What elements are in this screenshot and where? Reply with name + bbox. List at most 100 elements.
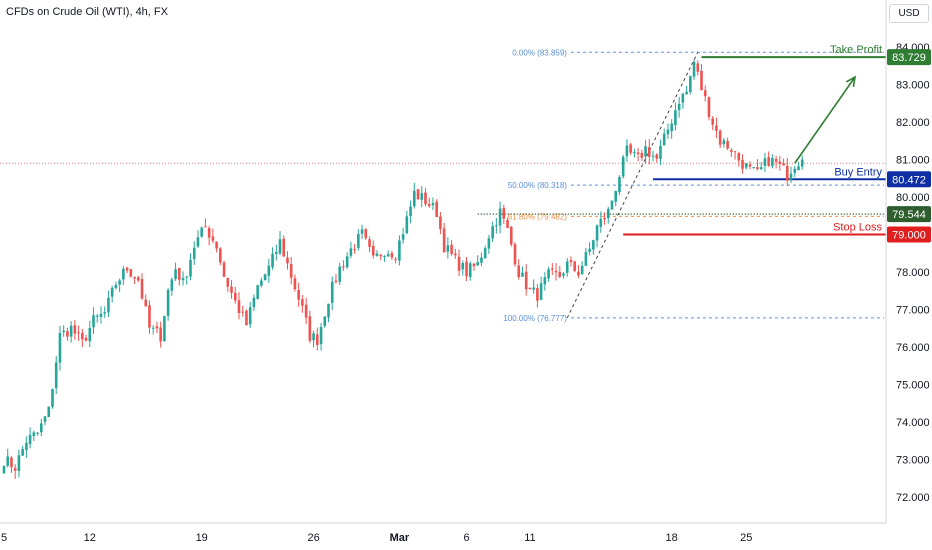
price-tick-label: 83.000 [896, 80, 930, 92]
candle-body [450, 244, 453, 254]
candle-body [625, 145, 629, 157]
candle-body [144, 299, 148, 307]
candle-body [282, 238, 286, 257]
candle-body [40, 423, 43, 433]
candle-body [726, 140, 729, 149]
time-tick-label: Mar [390, 532, 410, 544]
candle-body [487, 238, 491, 249]
candle-body [580, 265, 584, 274]
candle-body [51, 389, 54, 407]
candle-body [360, 229, 364, 234]
candle-body [401, 234, 405, 240]
candle-body [562, 273, 565, 276]
candle-body [398, 240, 401, 261]
time-tick-label: 11 [524, 532, 535, 544]
candle-body [196, 237, 200, 247]
candle-body [297, 289, 300, 300]
candle-body [472, 263, 476, 267]
candle-body [375, 253, 379, 256]
candle-body [465, 261, 468, 277]
candle-body [744, 163, 748, 168]
candle-body [371, 245, 375, 256]
candle-body [192, 247, 196, 259]
candle-body [595, 225, 599, 241]
candle-body [532, 287, 535, 290]
price-axis[interactable]: 72.000 73.000 74.000 75.000 76.000 77.000 78.0… [885, 0, 931, 523]
candle-body [334, 280, 338, 282]
price-level-label: Take Profit [830, 44, 882, 56]
candle-body [655, 154, 659, 159]
candle-body [47, 406, 51, 418]
candle-body [99, 313, 103, 317]
candle-body [17, 455, 21, 472]
candle-body [345, 256, 349, 268]
price-level-tag-text: 79.544 [892, 209, 926, 221]
candle-body [260, 280, 263, 286]
candle-body [211, 236, 215, 241]
candle-body [759, 167, 763, 170]
candle-body [32, 432, 36, 437]
candle-body [383, 255, 386, 257]
price-level-tag [887, 171, 931, 188]
price-tick-label: 78.000 [896, 267, 930, 279]
candle-body [278, 239, 282, 254]
candle-body [767, 157, 770, 166]
candle-body [551, 268, 554, 270]
candle-body [386, 254, 390, 257]
candle-body [289, 264, 293, 278]
candle-body [181, 277, 185, 281]
candle-body [416, 189, 420, 200]
candle-body [43, 416, 47, 422]
candle-body [308, 316, 312, 341]
candle-body [394, 258, 397, 260]
candle-body [629, 144, 632, 153]
candle-body [752, 167, 756, 169]
candle-body [786, 165, 789, 181]
candle-body [659, 145, 662, 159]
candle-body [468, 263, 472, 277]
candle-body [327, 303, 330, 318]
candle-body [390, 253, 394, 258]
candle-body [256, 285, 259, 299]
candle-body [304, 304, 308, 318]
candle-body [316, 334, 319, 346]
candle-body [2, 466, 6, 474]
candle-body [136, 277, 140, 281]
candle-body [778, 161, 782, 165]
currency-button[interactable]: USD [889, 4, 929, 23]
fib-level-label: 61.80% (79.482) [508, 212, 567, 221]
candle-body [454, 253, 457, 256]
time-tick-label: 12 [84, 532, 96, 544]
candle-body [502, 208, 506, 219]
price-level-tag-text: 83.729 [892, 52, 926, 64]
candle-body [252, 297, 256, 308]
price-tick-label: 81.000 [896, 155, 930, 167]
candle-body [293, 278, 297, 290]
candle-body [737, 153, 741, 161]
candles [2, 59, 804, 479]
candle-body [606, 209, 610, 219]
price-tick-label: 75.000 [896, 380, 930, 392]
candle-body [554, 270, 558, 273]
candle-body [54, 362, 58, 388]
currency-label: USD [898, 8, 920, 19]
candle-body [692, 61, 696, 77]
candle-body [442, 228, 446, 253]
candle-body [536, 288, 539, 301]
candle-body [651, 155, 655, 157]
candle-body [342, 266, 345, 268]
candle-body [689, 76, 692, 92]
candle-body [125, 267, 129, 271]
price-level-tag [887, 206, 931, 223]
candle-body [789, 173, 793, 180]
candle-body [200, 227, 203, 237]
candle-body [301, 299, 304, 306]
candle-body [110, 287, 114, 297]
candle-body [797, 166, 800, 171]
candle-body [528, 287, 532, 289]
candle-body [129, 269, 133, 277]
time-axis[interactable]: 5 12 19 26 Mar 6 11 18 25 [0, 522, 886, 544]
candle-body [543, 277, 547, 285]
projection-arrow-head [845, 75, 857, 87]
candle-body [547, 269, 550, 279]
